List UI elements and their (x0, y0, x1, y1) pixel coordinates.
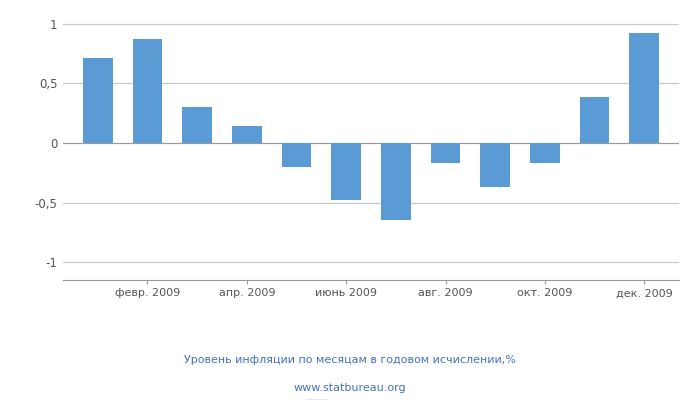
Text: www.statbureau.org: www.statbureau.org (294, 383, 406, 393)
Bar (232, 126, 262, 143)
Bar (629, 34, 659, 143)
Bar (281, 143, 312, 167)
Bar (331, 143, 361, 200)
Bar (182, 107, 212, 143)
Bar (480, 143, 510, 187)
Bar (381, 143, 411, 220)
Bar (132, 39, 162, 143)
Text: Уровень инфляции по месяцам в годовом исчислении,%: Уровень инфляции по месяцам в годовом ис… (184, 355, 516, 365)
Bar (430, 143, 461, 163)
Bar (580, 96, 610, 143)
Bar (530, 143, 560, 163)
Bar (83, 58, 113, 143)
